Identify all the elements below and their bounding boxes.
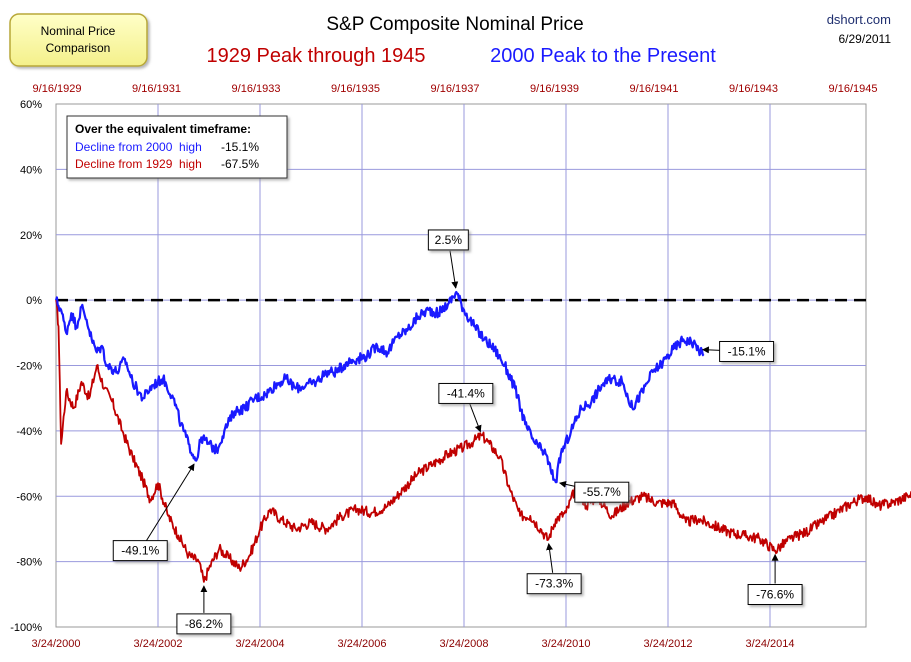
- y-tick-label: -100%: [10, 622, 42, 634]
- x-bottom-tick-label: 3/24/2012: [644, 638, 693, 650]
- annotation-box: [526, 573, 582, 595]
- x-top-tick-label: 9/16/1945: [829, 83, 878, 95]
- badge-line2: Comparison: [46, 41, 111, 55]
- x-top-tick-label: 9/16/1931: [132, 83, 181, 95]
- info-box-frame: [66, 115, 288, 179]
- site-name: dshort.com: [827, 12, 891, 27]
- x-bottom-tick-label: 3/24/2010: [542, 638, 591, 650]
- chart-title: S&P Composite Nominal Price: [326, 14, 583, 35]
- x-bottom-tick-label: 3/24/2004: [236, 638, 285, 650]
- annotation-arrow: [145, 463, 195, 542]
- annotation-label: -41.4%: [447, 386, 485, 400]
- annotation-box: [719, 340, 775, 362]
- y-tick-label: -80%: [16, 557, 42, 569]
- annotation-arrow: [449, 250, 459, 289]
- chart-date: 6/29/2011: [839, 32, 892, 46]
- annotation-box: [574, 481, 630, 503]
- y-tick-label: -60%: [16, 491, 42, 503]
- y-tick-label: 60%: [20, 99, 42, 111]
- subtitle-blue: 2000 Peak to the Present: [490, 45, 716, 67]
- annotation-label: -86.2%: [185, 617, 223, 631]
- series-2000-line: [54, 290, 705, 484]
- x-bottom-tick-label: 3/24/2006: [338, 638, 387, 650]
- annotations: 2.5% -15.1% -49.1% -86.2% -41.4% -55.7% -73.3%…: [112, 229, 803, 635]
- series-1929-line: [55, 299, 911, 583]
- annotation-box: [438, 382, 494, 404]
- annotation-box: [112, 540, 168, 562]
- annotation-box: [747, 584, 803, 606]
- annotation-box: [427, 229, 469, 251]
- info-row1-value: -15.1%: [221, 140, 259, 154]
- x-top-tick-label: 9/16/1937: [431, 83, 480, 95]
- annotation-label: -55.7%: [583, 485, 621, 499]
- info-row2-value: -67.5%: [221, 157, 259, 171]
- y-tick-label: 20%: [20, 230, 42, 242]
- annotation-label: -73.3%: [535, 577, 573, 591]
- x-top-tick-label: 9/16/1943: [729, 83, 778, 95]
- x-top-tick-label: 9/16/1939: [530, 83, 579, 95]
- y-tick-label: -40%: [16, 426, 42, 438]
- comparison-badge: Nominal Price Comparison: [9, 13, 148, 67]
- axes: 60% 40% 20% 0% -20% -40% -60% -80% -100% 3/24/200…: [10, 83, 877, 650]
- y-tick-label: -20%: [16, 361, 42, 373]
- x-top-tick-label: 9/16/1933: [232, 83, 281, 95]
- annotation-label: 2.5%: [435, 233, 463, 247]
- info-row1-label: Decline from 2000 high: [75, 140, 202, 154]
- x-bottom-tick-label: 3/24/2008: [440, 638, 489, 650]
- x-bottom-tick-label: 3/24/2002: [134, 638, 183, 650]
- grid: [55, 103, 867, 628]
- info-row2-label: Decline from 1929 high: [75, 157, 202, 171]
- x-bottom-tick-label: 3/24/2014: [746, 638, 795, 650]
- annotation-label: -76.6%: [756, 588, 794, 602]
- info-heading: Over the equivalent timeframe:: [75, 122, 251, 136]
- x-top-tick-label: 9/16/1929: [33, 83, 82, 95]
- annotation-label: -15.1%: [728, 344, 766, 358]
- annotation-arrow: [546, 542, 554, 573]
- annotation-box: [176, 613, 232, 635]
- annotation-label: -49.1%: [121, 544, 159, 558]
- x-bottom-tick-label: 3/24/2000: [32, 638, 81, 650]
- y-tick-label: 40%: [20, 164, 42, 176]
- x-top-tick-label: 9/16/1935: [331, 83, 380, 95]
- info-box: Over the equivalent timeframe: Decline f…: [66, 115, 288, 179]
- series-layer: [54, 290, 911, 583]
- subtitle-red: 1929 Peak through 1945: [206, 45, 425, 67]
- badge-line1: Nominal Price: [41, 24, 116, 38]
- y-tick-label: 0%: [26, 295, 42, 307]
- x-top-tick-label: 9/16/1941: [630, 83, 679, 95]
- badge-box: [9, 13, 148, 67]
- annotation-arrow: [469, 403, 482, 433]
